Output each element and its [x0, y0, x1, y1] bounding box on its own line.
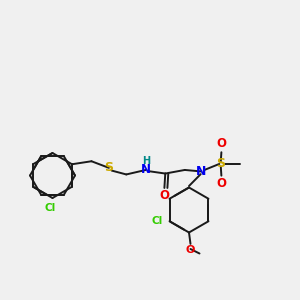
Text: Cl: Cl [44, 203, 56, 213]
Text: O: O [216, 177, 226, 190]
Text: N: N [141, 164, 151, 176]
Text: H: H [142, 156, 150, 166]
Text: S: S [216, 158, 225, 170]
Text: S: S [104, 161, 113, 174]
Text: O: O [159, 190, 170, 202]
Text: Cl: Cl [152, 216, 163, 226]
Text: O: O [186, 245, 195, 255]
Text: N: N [196, 165, 206, 178]
Text: O: O [216, 137, 226, 151]
